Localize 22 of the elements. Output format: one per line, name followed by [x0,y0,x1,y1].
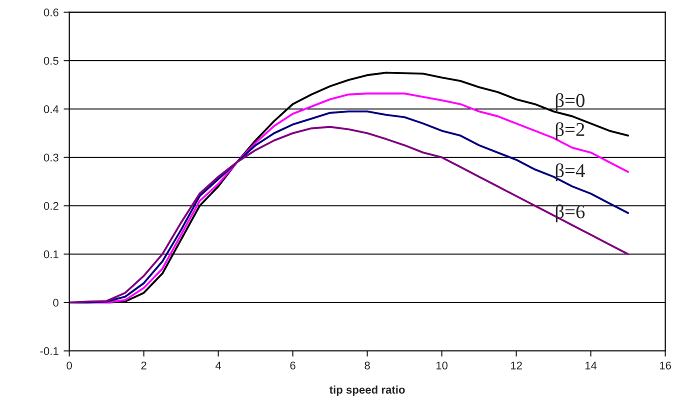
y-tick-label: 0.5 [44,56,58,65]
y-tick-label: 0.1 [44,250,58,258]
x-tick-label: 0 [66,362,72,370]
y-tick-label: 0.3 [44,154,58,162]
y-tick-label: 0.2 [44,202,58,210]
series-label: β=6 [556,204,585,222]
x-tick-label: 6 [290,362,296,370]
series-label: β=2 [556,122,584,140]
x-tick-label: 12 [510,362,522,370]
series-label: β=0 [556,93,584,112]
x-axis-title: tip speed ratio [329,386,405,396]
series-label: β=4 [556,163,585,182]
y-tick-label: 0 [53,298,58,307]
x-tick-label: 14 [585,362,597,370]
x-tick-label: 2 [141,362,146,370]
x-tick-label: 16 [660,362,671,370]
y-tick-label: 0.4 [44,105,59,114]
x-tick-label: 8 [364,362,370,370]
y-tick-label: 0.6 [44,8,58,16]
x-tick-label: 10 [436,362,448,370]
x-tick-label: 4 [215,362,222,370]
y-tick-label: -0.1 [40,347,58,356]
